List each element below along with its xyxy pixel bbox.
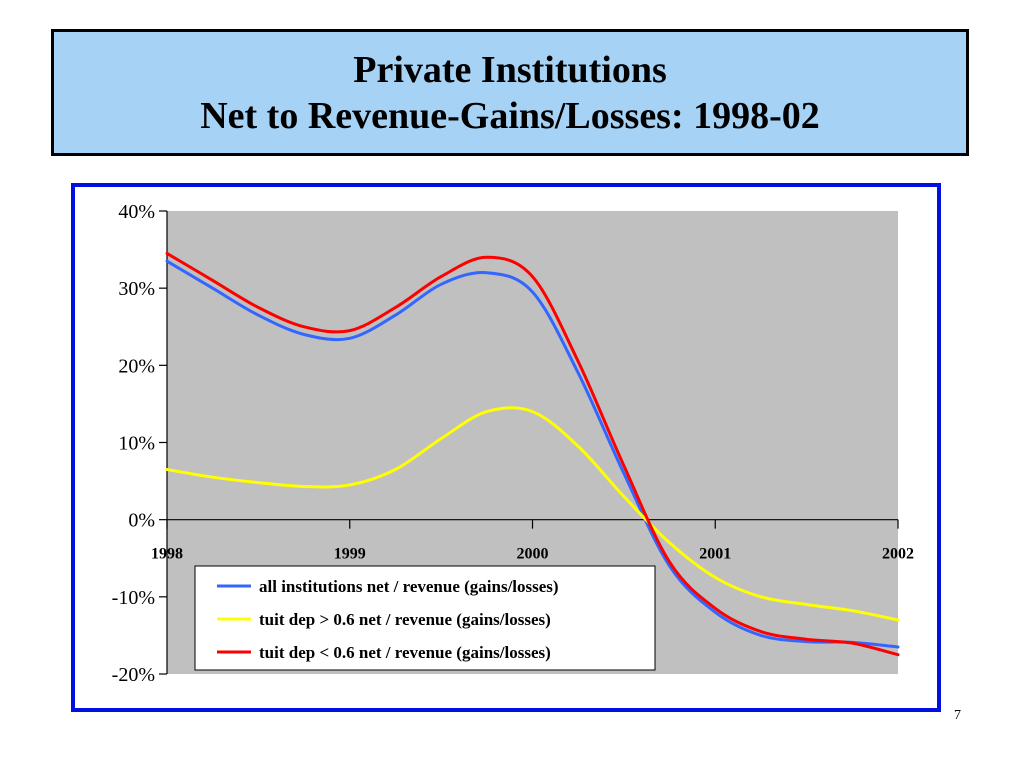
x-tick-label: 2002 — [882, 546, 914, 563]
series-line-3 — [165, 251, 900, 657]
series-line-1 — [165, 259, 900, 649]
y-tick-label: 20% — [118, 355, 155, 377]
y-tick-label: 10% — [118, 433, 155, 455]
y-tick-label: 0% — [128, 510, 155, 532]
y-tick-label: 30% — [118, 278, 155, 300]
slide-title-line2: Net to Revenue-Gains/Losses: 1998-02 — [200, 94, 820, 137]
slide-number: 7 — [954, 708, 961, 723]
legend-box — [194, 565, 656, 671]
x-tick-label: 1998 — [151, 546, 183, 563]
legend-label-2: tuit dep > 0.6 net / revenue (gains/loss… — [259, 610, 551, 629]
legend-label-1: all institutions net / revenue (gains/lo… — [259, 577, 559, 596]
x-tick-label: 2001 — [699, 546, 731, 563]
slide-title-line1: Private Institutions — [353, 48, 667, 91]
y-tick-label: -20% — [112, 664, 155, 686]
y-tick-label: -10% — [112, 587, 155, 609]
series-line-2 — [165, 406, 900, 622]
y-tick-label: 40% — [118, 201, 155, 223]
x-tick-label: 1999 — [334, 546, 366, 563]
x-tick-label: 2000 — [517, 546, 549, 563]
title-banner: Private Institutions Net to Revenue-Gain… — [51, 29, 969, 156]
legend-label-3: tuit dep < 0.6 net / revenue (gains/loss… — [259, 643, 551, 662]
